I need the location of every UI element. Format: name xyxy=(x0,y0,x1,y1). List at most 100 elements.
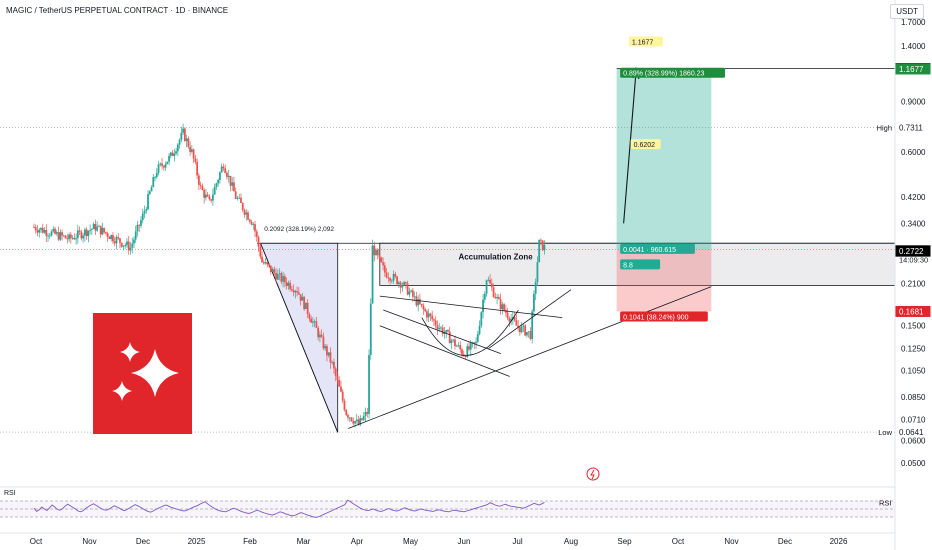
candle-body xyxy=(208,196,211,200)
candle-body xyxy=(408,291,411,295)
candle-body xyxy=(352,420,355,424)
candle-body xyxy=(231,182,234,186)
candle-body xyxy=(233,182,235,192)
candle-body xyxy=(187,138,190,147)
candle-body xyxy=(129,247,132,251)
candle-body xyxy=(83,229,86,236)
candle-body xyxy=(201,185,204,191)
candle-body xyxy=(361,418,363,420)
symbol-title: MAGIC / TetherUS PERPETUAL CONTRACT · 1D… xyxy=(6,6,229,15)
time-tick-label: Feb xyxy=(243,537,257,546)
rsi-value-prefix: RSI xyxy=(879,498,892,507)
candle-body xyxy=(518,327,521,333)
entry-stats-label-text: 0.0041 · 960.615 xyxy=(623,247,676,254)
candle-body xyxy=(89,229,92,231)
price-label-0.7311: 0.7311 High xyxy=(877,122,931,134)
candle-body xyxy=(222,166,225,169)
candle-body xyxy=(406,283,409,295)
candle-body xyxy=(126,241,128,246)
candle-body xyxy=(366,412,369,414)
candle-body xyxy=(340,386,342,392)
zone-label: Accumulation Zone xyxy=(458,252,533,261)
candle-body xyxy=(115,237,118,244)
candle-body xyxy=(319,334,321,338)
price-tick-label: 0.3400 xyxy=(901,219,926,228)
lightning-event-icon xyxy=(586,467,600,481)
candle-body xyxy=(476,334,479,342)
candle-body xyxy=(529,331,532,339)
candle-body xyxy=(212,194,214,201)
candle-body xyxy=(431,315,434,320)
time-axis[interactable]: Oct Nov Dec 2025 Feb Mar Apr May Jun Jul Aug Sep Oct… xyxy=(0,532,895,546)
price-tick-label: 0.2100 xyxy=(901,280,926,289)
candle-body xyxy=(236,198,239,200)
candle-body xyxy=(59,232,62,240)
candle-body xyxy=(168,155,170,162)
candle-body xyxy=(90,228,93,230)
candle-body xyxy=(283,276,286,283)
candle-body xyxy=(522,325,525,327)
time-tick-label: Jul xyxy=(512,537,522,546)
candle-body xyxy=(473,342,476,344)
candle-body xyxy=(189,146,192,152)
candle-body xyxy=(438,327,441,330)
price-label-bg xyxy=(895,122,931,134)
candle-body xyxy=(294,291,297,293)
candle-body xyxy=(134,231,137,240)
candle-body xyxy=(385,272,388,278)
candle-body xyxy=(275,273,277,280)
candle-body xyxy=(490,283,493,288)
time-tick-label: Nov xyxy=(82,537,96,546)
price-label-bg xyxy=(895,305,931,317)
candle-body xyxy=(127,241,130,251)
price-axis[interactable]: 1.7000 1.4000 0.9000 0.6000 0.4200 0.3400 0.21… xyxy=(877,0,932,550)
candle-body xyxy=(166,161,169,165)
candle-body xyxy=(292,290,295,293)
candle-body xyxy=(217,179,220,184)
candle-body xyxy=(354,421,356,424)
price-tick-label: 0.1050 xyxy=(901,366,926,375)
candle-body xyxy=(234,191,237,199)
candle-body xyxy=(101,227,104,235)
time-tick-label: 2026 xyxy=(830,537,848,546)
candle-body xyxy=(54,228,56,234)
stop-stats-label: 0.1041 (38.24%) 900 xyxy=(620,311,708,322)
price-tick-label: 0.0710 xyxy=(901,415,926,424)
candle-body xyxy=(40,227,42,230)
candle-body xyxy=(287,282,290,286)
candle-body xyxy=(480,312,483,326)
candle-body xyxy=(538,239,541,263)
candle-body xyxy=(78,230,81,232)
candle-body xyxy=(308,314,311,319)
candle-body xyxy=(278,273,281,275)
candle-body xyxy=(282,276,284,282)
candle-body xyxy=(259,246,262,257)
price-tick-label: 0.0600 xyxy=(901,436,926,445)
candle-body xyxy=(138,224,141,226)
candle-body xyxy=(420,303,423,306)
candle-body xyxy=(285,282,288,286)
candle-body xyxy=(324,346,327,349)
candle-body xyxy=(48,235,51,237)
candle-body xyxy=(175,151,177,154)
candle-body xyxy=(76,230,79,239)
candle-body xyxy=(541,240,544,251)
candle-body xyxy=(338,380,341,387)
price-tick-label: 0.4200 xyxy=(901,193,926,202)
candle-body xyxy=(106,233,109,237)
currency-button[interactable]: USDT xyxy=(890,4,924,19)
chart-overlays: Accumulation Zone xyxy=(0,68,896,433)
candle-body xyxy=(304,302,307,310)
trendline xyxy=(348,286,712,429)
target-area xyxy=(616,68,712,250)
candle-body xyxy=(329,352,332,363)
candle-body xyxy=(429,313,432,316)
candle-body xyxy=(380,257,383,263)
candle-body xyxy=(255,231,258,237)
price-tick-label: 0.9000 xyxy=(901,98,926,107)
price-axis-bg xyxy=(895,0,932,550)
candle-body xyxy=(224,168,227,174)
candle-body xyxy=(396,276,398,285)
candle-body xyxy=(375,249,377,256)
